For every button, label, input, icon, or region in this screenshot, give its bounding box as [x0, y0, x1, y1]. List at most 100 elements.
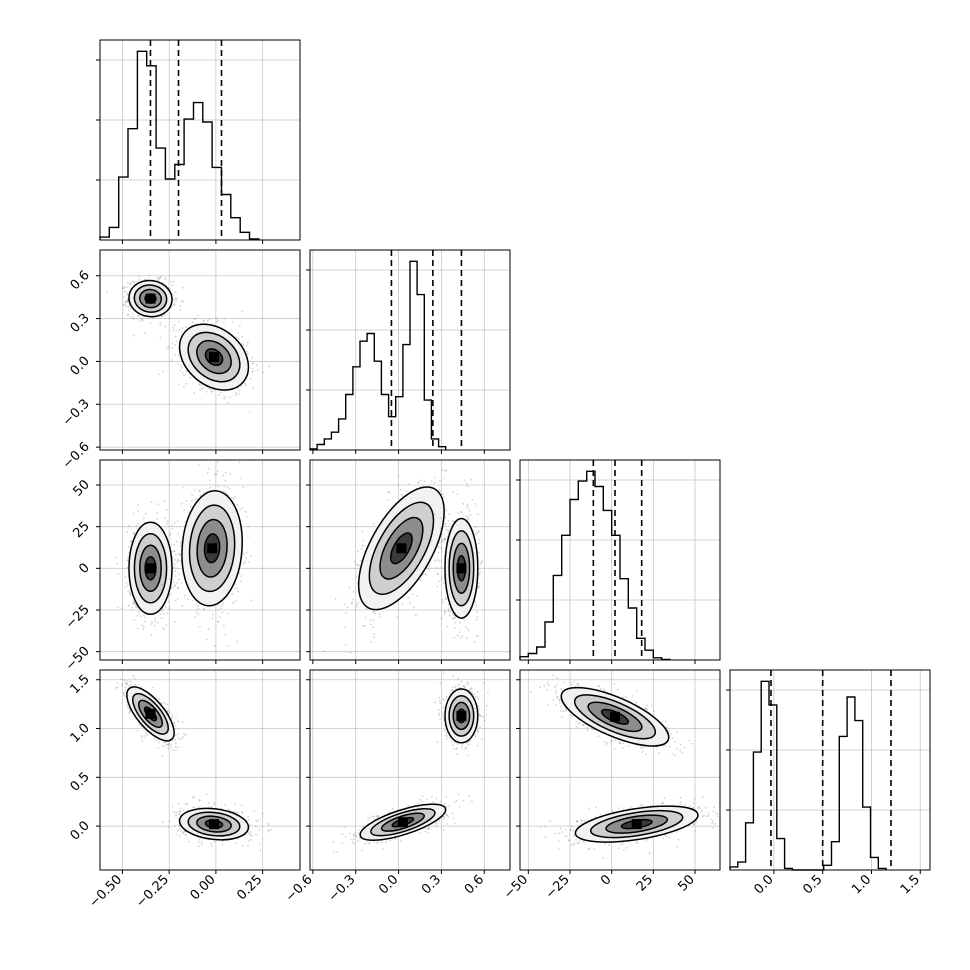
scatter-point: [463, 618, 465, 621]
scatter-point: [401, 495, 404, 498]
scatter-point: [443, 613, 446, 616]
scatter-point: [451, 519, 454, 522]
scatter-point: [164, 606, 167, 609]
scatter-point: [372, 626, 375, 629]
scatter-point: [127, 604, 130, 607]
scatter-point: [373, 523, 375, 526]
scatter-point: [210, 391, 213, 393]
scatter-point: [420, 579, 422, 581]
contour-line: [133, 284, 168, 313]
scatter-point: [199, 625, 201, 628]
scatter-point: [252, 362, 255, 364]
scatter-point: [453, 636, 456, 639]
scatter-point: [163, 628, 166, 631]
scatter-point: [208, 479, 211, 482]
scatter-point: [444, 469, 446, 472]
contour-line: [133, 533, 168, 604]
scatter-point: [353, 560, 356, 563]
scatter-point: [237, 332, 240, 334]
scatter-point: [163, 500, 166, 503]
scatter-point: [211, 617, 214, 620]
contour-line: [128, 279, 173, 318]
scatter-point: [357, 564, 359, 566]
scatter-point: [207, 468, 210, 470]
scatter-point: [144, 332, 146, 335]
scatter-point: [356, 605, 358, 608]
scatter-point: [442, 496, 445, 498]
scatter-point: [178, 552, 181, 555]
scatter-point: [194, 616, 197, 618]
scatter-point: [196, 608, 198, 611]
scatter-point: [478, 542, 480, 545]
scatter-point: [466, 506, 469, 509]
scatter-point: [157, 503, 159, 505]
scatter-point: [217, 604, 219, 607]
scatter-point: [181, 300, 184, 303]
scatter-point: [126, 566, 128, 569]
scatter-point: [397, 474, 400, 477]
scatter-point: [154, 620, 157, 623]
scatter-point: [217, 393, 220, 396]
scatter-point: [222, 474, 224, 477]
scatter-point: [150, 501, 153, 504]
scatter-point: [373, 612, 376, 615]
scatter-point: [237, 337, 240, 340]
scatter-point: [241, 336, 244, 338]
scatter-point: [362, 539, 365, 542]
scatter-point: [166, 508, 168, 511]
scatter-point: [142, 319, 144, 322]
scatter-point: [452, 617, 455, 620]
scatter-point: [126, 300, 129, 303]
scatter-point: [235, 587, 237, 590]
scatter-point: [177, 558, 179, 561]
scatter-point: [177, 559, 180, 562]
scatter-point: [206, 319, 209, 322]
scatter-point: [158, 277, 161, 280]
scatter-point: [175, 540, 178, 543]
scatter-point: [129, 283, 132, 285]
scatter-point: [408, 602, 411, 604]
scatter-point: [151, 621, 154, 624]
scatter-point: [137, 522, 140, 525]
scatter-point: [181, 331, 183, 333]
scatter-point: [246, 551, 248, 554]
scatter-point: [153, 624, 156, 627]
scatter-point: [163, 612, 165, 615]
scatter-point: [256, 364, 258, 367]
scatter-point: [454, 621, 457, 624]
scatter-point: [202, 386, 205, 389]
scatter-point: [122, 296, 125, 298]
scatter-point: [171, 284, 174, 287]
scatter-point: [172, 329, 175, 332]
scatter-point: [180, 502, 183, 505]
scatter-point: [344, 643, 347, 646]
scatter-point: [173, 550, 176, 553]
scatter-point: [441, 533, 443, 535]
scatter-point: [117, 606, 119, 609]
scatter-point: [226, 612, 229, 615]
scatter-point: [127, 305, 130, 308]
scatter-point: [401, 603, 404, 606]
scatter-point: [397, 483, 399, 486]
scatter-point: [476, 635, 478, 638]
scatter-point: [134, 603, 137, 606]
scatter-point: [438, 560, 441, 562]
scatter-point: [138, 275, 141, 278]
scatter-point: [136, 627, 139, 630]
scatter-point: [120, 607, 123, 610]
scatter-point: [373, 611, 375, 613]
scatter-point: [168, 601, 171, 603]
scatter-point: [334, 597, 337, 600]
joint-panel-0-2-density: [115, 461, 253, 647]
scatter-point: [179, 309, 182, 311]
scatter-point: [166, 612, 168, 614]
scatter-point: [174, 620, 177, 623]
scatter-point: [124, 586, 127, 589]
scatter-point: [358, 564, 361, 567]
scatter-point: [169, 532, 172, 535]
scatter-point: [457, 634, 459, 637]
scatter-point: [135, 606, 138, 608]
scatter-point: [123, 287, 125, 290]
scatter-point: [224, 633, 227, 636]
